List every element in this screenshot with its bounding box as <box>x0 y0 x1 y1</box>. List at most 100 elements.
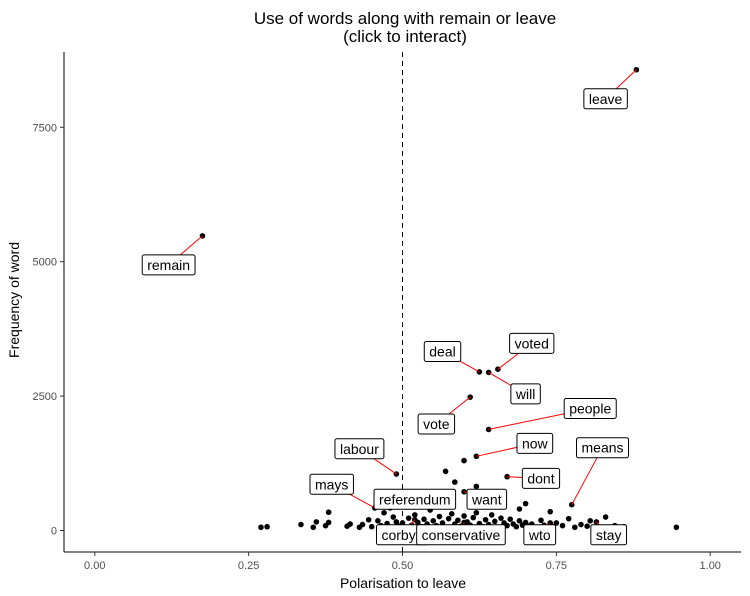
word-label-wto[interactable]: wto <box>523 524 557 546</box>
data-point[interactable] <box>298 521 304 528</box>
data-point[interactable] <box>559 522 566 529</box>
data-point[interactable] <box>347 521 353 527</box>
data-point[interactable] <box>442 468 449 475</box>
label-box <box>576 437 630 459</box>
word-label-text: means <box>582 440 624 456</box>
word-label-mays[interactable]: mays <box>309 473 354 495</box>
data-point[interactable] <box>488 512 495 518</box>
word-label-conservative[interactable]: conservative <box>416 524 506 546</box>
data-point[interactable] <box>313 519 320 525</box>
word-label-voted[interactable]: voted <box>509 332 555 354</box>
data-point[interactable] <box>430 518 437 524</box>
data-point[interactable] <box>393 519 400 525</box>
data-point[interactable] <box>498 515 504 521</box>
x-axis-ticks: 0.00 0.25 0.50 0.75 1.00 <box>84 552 721 572</box>
word-label-text: wto <box>528 527 551 543</box>
data-point[interactable] <box>421 516 427 523</box>
word-label-text: people <box>569 400 611 416</box>
data-point[interactable] <box>584 523 590 529</box>
data-point[interactable] <box>538 517 544 524</box>
data-point[interactable] <box>448 511 455 517</box>
data-point[interactable] <box>461 457 467 464</box>
word-label-text: conservative <box>422 527 501 543</box>
data-point-labour[interactable] <box>393 471 400 477</box>
word-label-remain[interactable]: remain <box>141 254 196 276</box>
y-axis-title: Frequency of word <box>6 242 22 358</box>
label-box <box>466 488 508 510</box>
data-point[interactable] <box>482 516 489 523</box>
word-label-referendum[interactable]: referendum <box>373 488 457 510</box>
data-point[interactable] <box>602 514 609 520</box>
data-point[interactable] <box>325 519 332 526</box>
word-label-deal[interactable]: deal <box>423 340 462 362</box>
word-label-text: labour <box>340 441 379 457</box>
word-label-means[interactable]: means <box>576 437 630 459</box>
label-box <box>334 438 385 460</box>
word-label-text: referendum <box>379 491 451 507</box>
data-point[interactable] <box>412 512 418 518</box>
word-label-people[interactable]: people <box>563 397 617 419</box>
word-label-vote[interactable]: vote <box>417 413 456 435</box>
word-label-labour[interactable]: labour <box>334 438 385 460</box>
data-point[interactable] <box>547 508 554 515</box>
word-label-will[interactable]: will <box>510 383 541 405</box>
data-point[interactable] <box>258 524 264 531</box>
data-point[interactable] <box>522 500 529 507</box>
data-point[interactable] <box>516 506 523 512</box>
data-point[interactable] <box>578 521 584 528</box>
word-label-stay[interactable]: stay <box>590 524 628 546</box>
data-point[interactable] <box>405 515 412 521</box>
plot-area[interactable]: leave remain voted deal will people vote now lab… <box>141 52 680 552</box>
word-label-text: remain <box>147 257 190 273</box>
data-point[interactable] <box>368 523 375 530</box>
data-point[interactable] <box>375 518 381 524</box>
data-point[interactable] <box>325 509 332 516</box>
word-label-text: dont <box>527 470 554 486</box>
data-point[interactable] <box>381 509 387 516</box>
data-point[interactable] <box>572 524 578 531</box>
data-point[interactable] <box>507 516 514 523</box>
chart-subtitle: (click to interact) <box>343 27 467 46</box>
word-label-text: leave <box>589 91 623 107</box>
y-tick-label: 0 <box>51 525 57 537</box>
data-point-conservative[interactable] <box>461 519 467 526</box>
data-point[interactable] <box>390 514 397 520</box>
word-label-want[interactable]: want <box>466 488 508 510</box>
word-label-text: mays <box>315 476 348 492</box>
data-point[interactable] <box>359 521 366 528</box>
data-point[interactable] <box>522 519 529 526</box>
word-label-now[interactable]: now <box>516 432 554 454</box>
data-point[interactable] <box>470 514 477 521</box>
data-point-people[interactable] <box>485 426 492 433</box>
data-point[interactable] <box>310 524 317 531</box>
data-point-deal[interactable] <box>476 369 483 375</box>
data-point[interactable] <box>673 524 680 531</box>
word-label-leave[interactable]: leave <box>583 88 628 110</box>
data-point[interactable] <box>553 520 560 526</box>
word-label-text: now <box>522 435 549 451</box>
data-point[interactable] <box>436 513 443 520</box>
data-point[interactable] <box>473 509 480 516</box>
y-axis-ticks: 0 2500 5000 7500 <box>33 122 64 537</box>
label-box <box>423 340 462 362</box>
data-point[interactable] <box>445 515 452 522</box>
data-point[interactable] <box>587 518 594 524</box>
data-point[interactable] <box>365 516 372 523</box>
x-tick-label: 0.25 <box>238 560 259 572</box>
data-point[interactable] <box>516 518 523 524</box>
data-point[interactable] <box>473 483 480 490</box>
data-point[interactable] <box>461 513 467 519</box>
word-label-dont[interactable]: dont <box>521 467 561 489</box>
data-point[interactable] <box>513 523 520 530</box>
word-label-text: corbyn <box>381 527 423 543</box>
data-point[interactable] <box>492 518 498 525</box>
label-box <box>510 383 541 405</box>
data-point[interactable] <box>455 517 461 524</box>
word-label-text: will <box>515 386 535 402</box>
x-tick-label: 0.00 <box>84 560 105 572</box>
data-point[interactable] <box>264 523 270 530</box>
y-tick-label: 2500 <box>33 391 57 403</box>
data-point[interactable] <box>452 479 458 485</box>
data-point[interactable] <box>565 515 572 522</box>
